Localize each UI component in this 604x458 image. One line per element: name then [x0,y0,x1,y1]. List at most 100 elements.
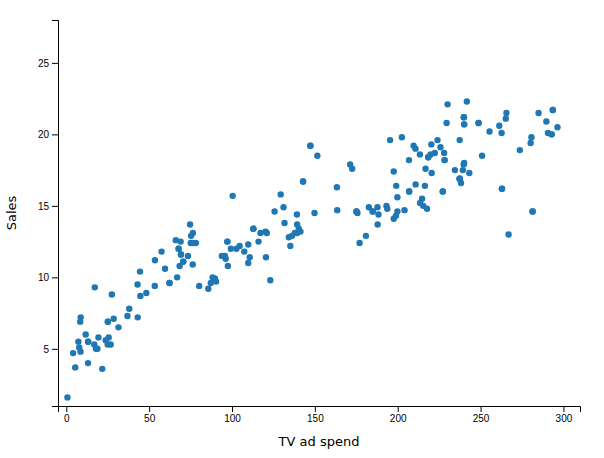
x-tick: 200 [390,406,407,424]
point [399,134,405,140]
point [162,266,168,272]
point [250,226,256,232]
point [406,157,412,163]
point [441,157,447,163]
y-tick-label: 20 [38,129,50,140]
point [110,316,116,322]
point [166,280,172,286]
point [401,207,407,213]
point [245,241,251,247]
point [528,134,534,140]
point [106,334,112,340]
y-axis: 5 10 15 20 25 [38,21,59,407]
x-tick-label: 0 [64,413,70,424]
point [452,167,458,173]
point [263,254,269,260]
point [443,120,449,126]
point [517,147,523,153]
point [422,165,428,171]
point [236,243,242,249]
y-tick: 25 [38,58,58,69]
point [196,283,202,289]
point [281,220,287,226]
x-tick-mark [232,406,233,412]
point [461,160,467,166]
point [92,284,98,290]
y-axis-line [52,21,59,407]
y-tick: 10 [38,272,58,283]
x-tick-mark [398,406,399,412]
points [64,98,560,400]
point [247,254,253,260]
point [85,338,91,344]
point [440,188,446,194]
x-tick-mark [149,406,150,412]
point [406,188,412,194]
point [425,154,431,160]
point [412,181,418,187]
x-tick-mark [563,406,564,412]
point [475,120,481,126]
point [115,324,121,330]
point [428,141,434,147]
x-tick-mark [315,406,316,412]
y-tick-label: 10 [38,272,50,283]
point [466,170,472,176]
point [535,110,541,116]
point [77,318,83,324]
point [205,286,211,292]
point [441,150,447,156]
point [126,306,132,312]
point [356,240,362,246]
point [434,137,440,143]
point [349,165,355,171]
point [498,130,504,136]
y-tick: 5 [43,344,58,355]
point [499,185,505,191]
point [410,143,416,149]
point [460,167,466,173]
point [286,234,292,240]
point [550,107,556,113]
y-tick-mark [52,206,58,207]
point [95,334,101,340]
point [425,154,431,160]
x-tick-label: 150 [307,413,324,424]
x-tick: 50 [144,406,156,424]
point [437,144,443,150]
point [294,211,300,217]
point [444,101,450,107]
x-axis-line [59,407,581,413]
x-tick-mark [481,406,482,412]
point [152,283,158,289]
point [105,318,111,324]
y-tick-label: 5 [43,344,49,355]
point [229,193,235,199]
point [264,230,270,236]
x-tick: 100 [224,406,241,424]
y-tick-mark [52,134,58,135]
x-tick-mark [66,406,67,412]
point [82,331,88,337]
y-tick-label: 25 [38,58,50,69]
point [307,143,313,149]
point [99,366,105,372]
point [250,226,256,232]
point [550,107,556,113]
point [255,238,261,244]
point [190,261,196,267]
point [294,221,300,227]
point [548,131,554,137]
point [175,246,181,252]
point [548,131,554,137]
point [85,338,91,344]
point [93,346,99,352]
point [505,231,511,237]
x-axis-title: TV ad spend [278,434,360,449]
y-tick-label: 15 [38,201,50,212]
point [461,121,467,127]
point [503,115,509,121]
point [137,293,143,299]
point [456,175,462,181]
point [554,124,560,130]
